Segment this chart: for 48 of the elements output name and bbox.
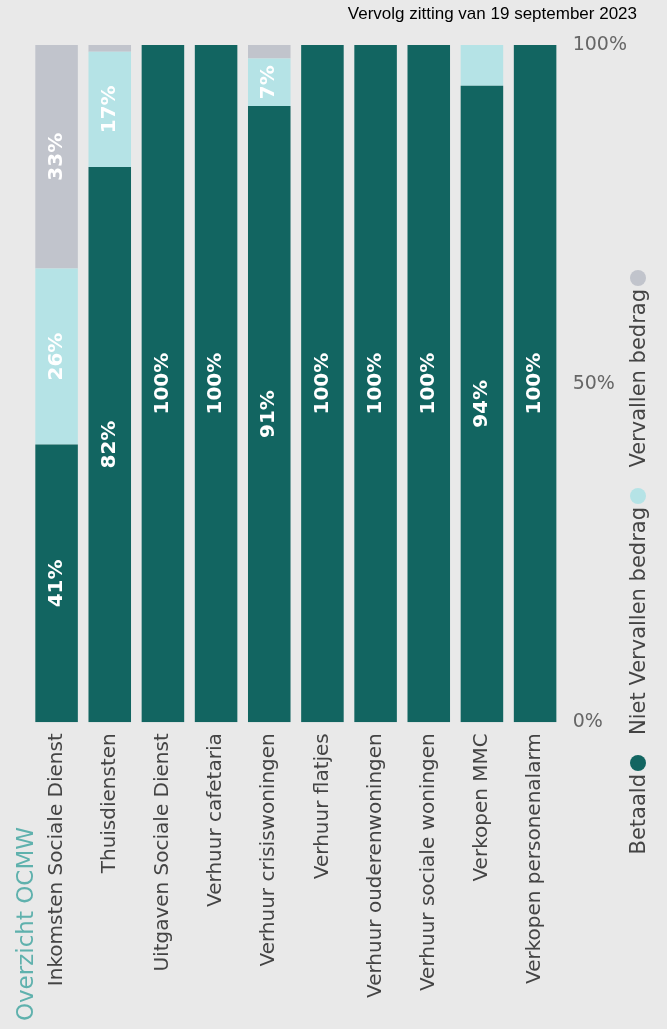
- bar: [141, 45, 185, 723]
- bar: [407, 45, 451, 723]
- bar: [460, 45, 504, 86]
- legend-label: Vervallen bedrag: [626, 289, 650, 468]
- bar: [460, 85, 504, 723]
- bar: [354, 45, 397, 723]
- y-tick-label: 100%: [572, 31, 628, 54]
- bar: [35, 444, 78, 723]
- text: Overzicht OCMW: [12, 826, 38, 1021]
- legend-label: Betaald: [626, 773, 650, 854]
- x-tick-label: Thuisdiensten: [95, 733, 120, 875]
- data-label: 33%: [42, 132, 67, 181]
- x-tick-label: Verhuur crisiswoningen: [255, 733, 280, 967]
- data-label: 100%: [308, 352, 333, 415]
- bar: [194, 45, 238, 723]
- x-tick-label: Inkomsten Sociale Dienst: [42, 733, 67, 987]
- data-label: 26%: [42, 332, 67, 381]
- x-tick-label: Verkopen personenalarm: [521, 733, 546, 984]
- data-label: 100%: [521, 352, 546, 415]
- data-label: 41%: [42, 559, 67, 608]
- bar: [88, 45, 132, 52]
- data-label: 100%: [414, 352, 439, 415]
- data-label: 94%: [468, 380, 493, 428]
- bar: [88, 166, 132, 723]
- x-tick-label: Verhuur flatjes: [308, 733, 333, 880]
- x-tick-label: Verkopen MMC: [468, 733, 493, 882]
- data-label: 100%: [361, 352, 386, 415]
- data-label: 91%: [255, 390, 280, 439]
- y-tick-label: 0%: [572, 709, 603, 732]
- x-tick-label: Verhuur cafetaria: [202, 733, 227, 907]
- y-tick-label: 50%: [572, 370, 615, 393]
- data-label: 100%: [202, 352, 227, 415]
- bar: [247, 105, 291, 723]
- data-label: 7%: [255, 65, 280, 100]
- data-label: 100%: [149, 352, 174, 415]
- bar: [247, 45, 291, 59]
- x-tick-label: Verhuur sociale woningen: [414, 733, 439, 992]
- text: Vervolg zitting van 19 september 2023: [347, 4, 637, 24]
- data-label: 82%: [95, 420, 120, 469]
- bar: [35, 268, 78, 445]
- data-label: 17%: [95, 85, 120, 134]
- x-tick-label: Verhuur ouderenwoningen: [361, 733, 386, 998]
- bar: [513, 45, 557, 723]
- bar: [301, 45, 344, 723]
- legend-label: Niet Vervallen bedrag: [626, 506, 650, 735]
- bar: [88, 51, 132, 167]
- x-tick-label: Uitgaven Sociale Dienst: [149, 733, 174, 972]
- bar: [35, 45, 78, 269]
